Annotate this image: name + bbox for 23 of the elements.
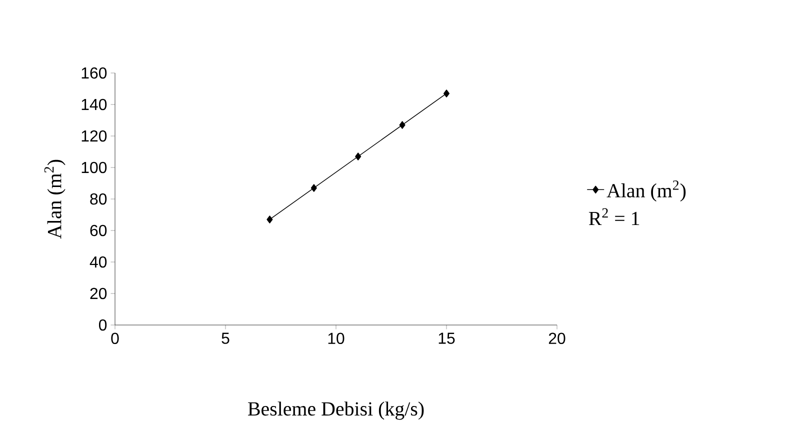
y-tick-label: 20 <box>90 288 107 300</box>
x-tick-label: 10 <box>328 332 344 344</box>
text: R$^{2}$ = 1 <box>588 208 640 226</box>
y-tick-label: 140 <box>82 98 107 110</box>
x-tick-label: 20 <box>548 332 566 344</box>
point <box>266 216 273 224</box>
y-tick-label: 80 <box>90 193 107 205</box>
point <box>399 121 406 129</box>
legend-label: Alan (m$^{2}$) <box>606 180 686 202</box>
x-tick-label: 15 <box>438 332 455 344</box>
x-axis-title: Besleme Debisi (kg/s) <box>248 402 424 420</box>
y-tick-label: 0 <box>98 319 107 331</box>
y-axis-title: Alan (m$^{2}$) <box>44 160 66 239</box>
point <box>310 184 317 192</box>
point <box>443 90 450 98</box>
y-tick-label: 40 <box>90 256 107 268</box>
point <box>355 152 362 160</box>
y-tick-label: 120 <box>82 130 107 142</box>
y-tick-label: 100 <box>82 162 107 174</box>
x-tick-label: 0 <box>111 332 119 344</box>
y-tick-label: 160 <box>82 67 107 79</box>
y-tick-label: 60 <box>90 224 107 236</box>
x-tick-label: 5 <box>222 332 230 344</box>
